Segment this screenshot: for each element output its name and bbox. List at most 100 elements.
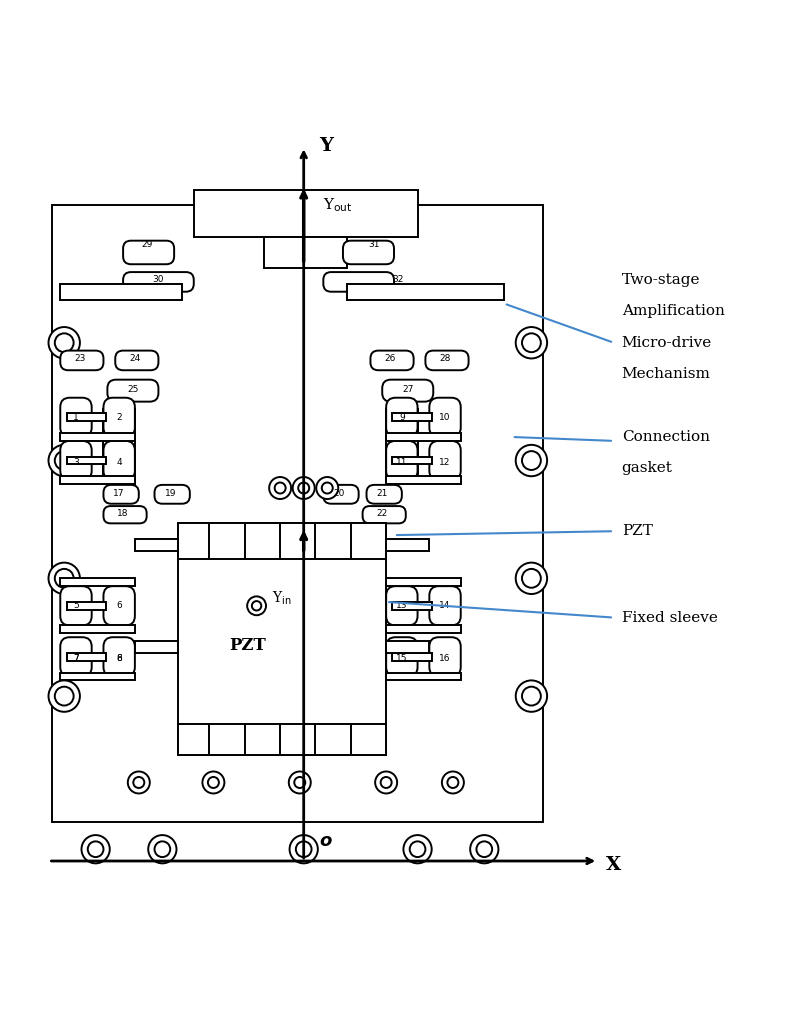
- Bar: [178, 524, 386, 559]
- Circle shape: [515, 327, 547, 359]
- Circle shape: [49, 680, 80, 711]
- Text: 2: 2: [117, 412, 122, 422]
- Text: 8: 8: [117, 654, 122, 663]
- FancyBboxPatch shape: [60, 587, 91, 626]
- Text: gasket: gasket: [622, 462, 673, 475]
- FancyBboxPatch shape: [366, 485, 402, 504]
- Bar: [392, 413, 432, 422]
- FancyBboxPatch shape: [370, 351, 414, 370]
- FancyBboxPatch shape: [429, 637, 461, 676]
- Bar: [386, 476, 461, 485]
- FancyBboxPatch shape: [386, 441, 418, 480]
- FancyBboxPatch shape: [362, 506, 406, 524]
- Bar: [386, 672, 461, 680]
- Circle shape: [154, 841, 170, 857]
- FancyBboxPatch shape: [60, 351, 103, 370]
- FancyBboxPatch shape: [386, 587, 418, 626]
- Circle shape: [410, 841, 426, 857]
- Text: 5: 5: [73, 601, 79, 610]
- Bar: [66, 602, 106, 609]
- Circle shape: [375, 771, 397, 794]
- Text: 20: 20: [333, 489, 344, 498]
- Bar: [386, 433, 461, 441]
- Text: 25: 25: [128, 386, 139, 395]
- Bar: [66, 413, 106, 422]
- Circle shape: [49, 563, 80, 594]
- FancyBboxPatch shape: [103, 441, 135, 480]
- Circle shape: [55, 452, 73, 470]
- Circle shape: [148, 835, 177, 863]
- Circle shape: [470, 835, 499, 863]
- Bar: [386, 539, 429, 551]
- Text: $\bfit{o}$: $\bfit{o}$: [319, 832, 333, 851]
- Circle shape: [522, 687, 541, 705]
- Text: 29: 29: [141, 240, 152, 250]
- Text: 10: 10: [439, 412, 451, 422]
- Bar: [53, 205, 543, 822]
- Text: 16: 16: [439, 654, 451, 663]
- FancyBboxPatch shape: [323, 485, 359, 504]
- Text: 14: 14: [440, 601, 451, 610]
- Text: 32: 32: [392, 275, 403, 285]
- Circle shape: [247, 596, 266, 616]
- Bar: [60, 433, 135, 441]
- FancyBboxPatch shape: [323, 272, 394, 292]
- Text: 22: 22: [377, 509, 388, 519]
- Circle shape: [515, 680, 547, 711]
- Circle shape: [289, 835, 318, 863]
- Circle shape: [316, 477, 338, 499]
- Text: 7: 7: [73, 654, 79, 663]
- Text: PZT: PZT: [229, 636, 266, 654]
- Text: 1: 1: [73, 412, 79, 422]
- FancyBboxPatch shape: [429, 398, 461, 437]
- FancyBboxPatch shape: [386, 637, 418, 676]
- Circle shape: [298, 483, 309, 494]
- Bar: [60, 476, 135, 485]
- Bar: [60, 626, 135, 633]
- Text: Y$_{\rm in}$: Y$_{\rm in}$: [273, 590, 292, 606]
- Circle shape: [55, 687, 73, 705]
- Circle shape: [55, 569, 73, 588]
- Circle shape: [322, 483, 333, 494]
- FancyBboxPatch shape: [103, 587, 135, 626]
- Circle shape: [294, 777, 305, 788]
- FancyBboxPatch shape: [103, 398, 135, 437]
- Circle shape: [288, 771, 310, 794]
- Text: Mechanism: Mechanism: [622, 367, 711, 381]
- FancyBboxPatch shape: [103, 506, 147, 524]
- Bar: [386, 578, 461, 587]
- Text: Fixed sleeve: Fixed sleeve: [622, 610, 718, 625]
- FancyBboxPatch shape: [60, 637, 91, 676]
- Circle shape: [403, 835, 432, 863]
- FancyBboxPatch shape: [60, 441, 91, 480]
- Bar: [178, 524, 386, 755]
- Bar: [392, 602, 432, 609]
- Circle shape: [522, 452, 541, 470]
- Circle shape: [381, 777, 392, 788]
- Text: 9: 9: [399, 412, 405, 422]
- Text: 11: 11: [396, 458, 407, 467]
- Text: 18: 18: [117, 509, 129, 519]
- Text: 12: 12: [440, 458, 451, 467]
- Text: 30: 30: [153, 275, 164, 285]
- Text: 3: 3: [73, 458, 79, 467]
- Bar: [386, 641, 429, 653]
- Text: Amplification: Amplification: [622, 304, 725, 319]
- Bar: [392, 457, 432, 464]
- FancyBboxPatch shape: [103, 485, 139, 504]
- Text: Two-stage: Two-stage: [622, 273, 701, 287]
- FancyBboxPatch shape: [429, 587, 461, 626]
- FancyBboxPatch shape: [429, 441, 461, 480]
- Bar: [60, 672, 135, 680]
- Circle shape: [515, 444, 547, 476]
- Text: 24: 24: [129, 354, 140, 363]
- Circle shape: [133, 777, 144, 788]
- Text: 19: 19: [165, 489, 176, 498]
- FancyBboxPatch shape: [123, 240, 174, 264]
- FancyBboxPatch shape: [60, 398, 91, 437]
- FancyBboxPatch shape: [343, 240, 394, 264]
- Bar: [194, 190, 418, 237]
- Circle shape: [55, 333, 73, 353]
- Text: 27: 27: [403, 386, 414, 395]
- Text: 13: 13: [396, 601, 407, 610]
